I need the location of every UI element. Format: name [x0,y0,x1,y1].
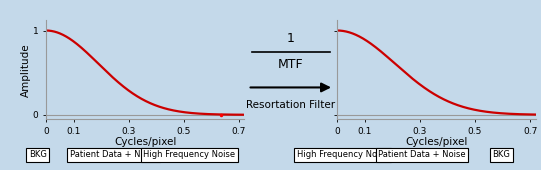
Text: 1: 1 [287,32,295,45]
Text: High Frequency Noise: High Frequency Noise [143,150,235,159]
X-axis label: Cycles/pixel: Cycles/pixel [405,137,467,147]
Y-axis label: Amplitude: Amplitude [21,43,31,97]
Text: BKG: BKG [492,150,510,159]
Text: BKG: BKG [29,150,47,159]
Text: Patient Data + Noise: Patient Data + Noise [378,150,466,159]
Text: MTF: MTF [278,58,304,71]
Text: High Frequency Noise: High Frequency Noise [296,150,388,159]
Text: Patient Data + Noise: Patient Data + Noise [70,150,157,159]
Text: Resortation Filter: Resortation Filter [246,100,335,110]
X-axis label: Cycles/pixel: Cycles/pixel [114,137,176,147]
